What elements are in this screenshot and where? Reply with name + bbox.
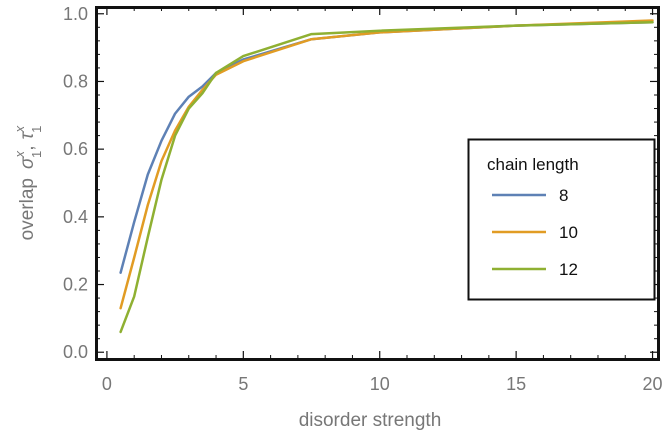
x-tick-label: 15	[506, 374, 526, 394]
legend-label-8: 8	[559, 186, 568, 205]
series-line-12	[119, 20, 654, 334]
y-axis-separator: ,	[17, 146, 38, 151]
y-tick-label: 1.0	[63, 4, 88, 24]
y-tick-label: 0.4	[63, 207, 88, 227]
y-axis-symbol-tau-sub: 1	[29, 126, 44, 133]
y-tick-label: 0.6	[63, 139, 88, 159]
y-axis-symbol-tau-sup: x	[12, 125, 27, 133]
y-axis-symbol-sigma-sup: x	[12, 151, 27, 159]
y-axis-symbol-tau: τ	[17, 131, 38, 140]
x-tick-label: 5	[238, 374, 248, 394]
x-axis-title: disorder strength	[299, 410, 442, 431]
series-lines	[119, 19, 654, 334]
tick-labels: 0 5 10 15 20 0.0 0.2 0.4 0.6 0.8 1.0	[63, 4, 663, 394]
legend-box	[467, 138, 656, 301]
legend-label-12: 12	[559, 260, 578, 279]
y-tick-label: 0.2	[63, 275, 88, 295]
y-tick-label: 0.0	[63, 342, 88, 362]
y-tick-label: 0.8	[63, 71, 88, 91]
legend: chain length 8 10 12	[467, 138, 656, 301]
y-axis-title-prefix: overlap	[17, 178, 38, 240]
y-axis-title: overlapσx 1,τx 1	[12, 125, 44, 240]
series-line-10	[119, 19, 654, 310]
y-axis-symbol-sigma: σ	[17, 156, 38, 169]
legend-label-10: 10	[559, 223, 578, 242]
x-tick-label: 20	[643, 374, 663, 394]
x-tick-label: 0	[102, 374, 112, 394]
x-tick-label: 10	[370, 374, 390, 394]
y-axis-symbol-sigma-sub: 1	[29, 151, 44, 158]
legend-title: chain length	[487, 155, 579, 174]
plot-frame	[95, 6, 660, 361]
